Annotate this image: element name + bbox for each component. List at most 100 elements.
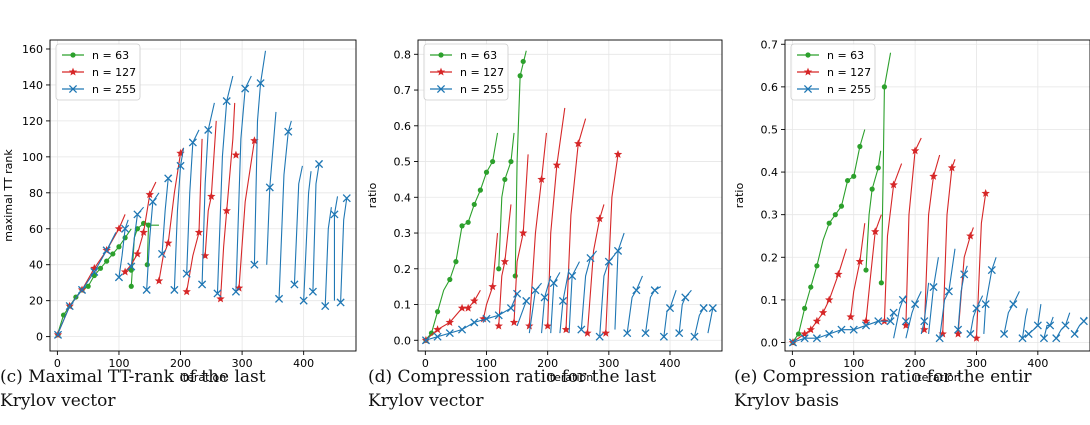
series-line xyxy=(792,248,847,343)
data-point xyxy=(157,249,167,258)
data-point xyxy=(90,263,99,272)
data-point xyxy=(966,231,975,240)
data-point xyxy=(457,325,467,334)
series-line xyxy=(146,192,160,290)
data-point xyxy=(944,287,953,296)
data-point xyxy=(987,265,996,275)
series-line xyxy=(425,293,518,341)
series-line xyxy=(324,207,332,307)
data-point xyxy=(825,329,834,339)
data-point xyxy=(494,321,503,330)
series-line xyxy=(865,214,882,322)
legend-marker xyxy=(805,52,811,58)
data-point xyxy=(421,336,431,345)
data-point xyxy=(871,227,880,236)
series-line xyxy=(204,120,217,256)
series-line xyxy=(186,129,200,274)
caption-d-line1: (d) Compression ratio for the last xyxy=(368,367,657,387)
data-point xyxy=(222,97,231,106)
data-point xyxy=(806,325,815,334)
data-point xyxy=(110,251,116,257)
data-point xyxy=(1061,321,1070,330)
data-point xyxy=(543,321,552,330)
data-point xyxy=(788,338,798,347)
data-point xyxy=(825,295,834,304)
data-point xyxy=(681,293,690,302)
data-point xyxy=(889,308,898,317)
legend-marker xyxy=(436,67,446,76)
data-point xyxy=(121,224,130,233)
y-axis-label: ratio xyxy=(366,183,379,209)
series-line xyxy=(942,159,956,334)
series-line xyxy=(238,140,255,289)
series-line xyxy=(983,257,997,334)
data-point xyxy=(114,224,124,233)
series-line xyxy=(216,75,234,294)
series-line xyxy=(975,193,987,339)
legend-label: n = 255 xyxy=(827,83,871,96)
data-point xyxy=(433,325,442,334)
data-point xyxy=(512,273,518,279)
caption-c-line2: Krylov vector xyxy=(0,391,116,411)
y-tick-label: 0.0 xyxy=(394,334,412,347)
x-axis-label: iteration xyxy=(914,371,960,384)
data-point xyxy=(846,312,855,321)
data-point xyxy=(595,332,604,341)
data-point xyxy=(844,177,851,184)
y-tick-label: 160 xyxy=(22,43,43,56)
data-point xyxy=(453,259,459,265)
data-point xyxy=(881,84,888,90)
data-point xyxy=(133,249,142,258)
data-point xyxy=(953,325,963,334)
y-tick-label: 0.0 xyxy=(761,336,779,349)
data-point xyxy=(488,282,497,291)
data-point xyxy=(234,283,244,292)
caption-c: (c) Maximal TT-rank of the last Krylov v… xyxy=(0,365,360,413)
data-point xyxy=(142,285,151,294)
legend-label: n = 63 xyxy=(460,49,497,62)
series-line xyxy=(568,261,580,334)
data-point xyxy=(213,289,222,298)
series-0 xyxy=(790,52,892,346)
legend-label: n = 255 xyxy=(460,83,504,96)
data-point xyxy=(496,266,502,272)
data-point xyxy=(549,279,558,288)
series-line xyxy=(939,248,956,339)
data-point xyxy=(434,309,441,315)
data-point xyxy=(855,257,865,266)
series-1 xyxy=(53,102,259,339)
plot-area xyxy=(788,52,1088,347)
caption-d-line2: Krylov vector xyxy=(368,391,484,411)
y-tick-label: 120 xyxy=(22,115,43,128)
y-tick-label: 60 xyxy=(29,223,43,236)
data-point xyxy=(795,331,802,337)
data-point xyxy=(274,294,284,303)
data-point xyxy=(874,317,883,326)
y-tick-label: 0.4 xyxy=(761,166,779,179)
data-point xyxy=(164,238,173,247)
x-tick-label: 200 xyxy=(905,357,926,370)
data-point xyxy=(972,333,981,342)
x-tick-label: 100 xyxy=(843,357,864,370)
data-point xyxy=(520,58,526,65)
data-point xyxy=(148,197,157,206)
y-axis-label: maximal TT rank xyxy=(2,149,15,242)
series-line xyxy=(1055,312,1071,339)
data-point xyxy=(104,258,110,264)
data-point xyxy=(808,284,814,290)
series-line xyxy=(278,120,292,299)
data-point xyxy=(65,301,74,311)
y-tick-label: 0.1 xyxy=(761,294,779,307)
legend-marker xyxy=(70,52,76,58)
data-point xyxy=(508,158,514,165)
legend-marker xyxy=(803,67,813,76)
data-point xyxy=(826,220,832,226)
data-point xyxy=(330,210,339,219)
data-point xyxy=(170,285,179,294)
y-tick-label: 0.6 xyxy=(394,120,412,133)
x-tick-label: 200 xyxy=(537,357,558,370)
data-point xyxy=(935,334,944,343)
data-point xyxy=(537,175,546,183)
series-line xyxy=(626,275,643,334)
